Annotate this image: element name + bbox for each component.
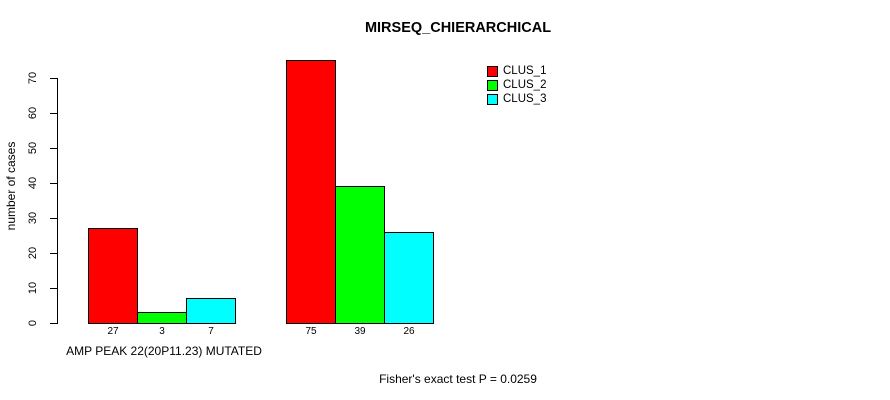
legend-item-clus_1: CLUS_1: [487, 64, 546, 78]
y-tick-label: 40: [27, 176, 39, 189]
fisher-test-annotation: Fisher's exact test P = 0.0259: [379, 372, 537, 386]
y-tick-label: 20: [27, 246, 39, 259]
y-tick-label: 0: [27, 319, 39, 326]
legend-swatch-icon: [487, 93, 498, 105]
bar-clus_1-group2: [286, 60, 336, 324]
x-axis-group-label: AMP PEAK 22(20P11.23) MUTATED: [66, 344, 262, 358]
legend-label: CLUS_2: [503, 79, 547, 91]
bar-value-label: 3: [159, 326, 165, 337]
y-tick-mark: [50, 182, 57, 184]
bar-value-label: 7: [208, 326, 214, 337]
bar-clus_2-group2: [335, 186, 385, 324]
legend-label: CLUS_1: [503, 65, 547, 77]
y-tick-mark: [50, 217, 57, 219]
y-axis-line: [57, 77, 58, 324]
legend-swatch-icon: [487, 79, 498, 91]
bar-clus_1-group1: [88, 228, 138, 324]
bar-value-label: 26: [403, 326, 415, 337]
y-tick-label: 60: [27, 106, 39, 119]
bar-value-label: 27: [107, 326, 119, 337]
y-tick-mark: [50, 252, 57, 254]
legend-item-clus_3: CLUS_3: [487, 92, 546, 106]
legend-swatch-icon: [487, 65, 498, 77]
y-tick-mark: [50, 287, 57, 289]
bar-clus_3-group2: [384, 231, 434, 324]
y-axis-label: number of cases: [4, 141, 18, 231]
bar-clus_3-group1: [186, 298, 236, 324]
legend-label: CLUS_3: [503, 93, 547, 105]
chart-title: MIRSEQ_CHIERARCHICAL: [364, 20, 552, 36]
bar-value-label: 39: [354, 326, 366, 337]
y-tick-mark: [50, 147, 57, 149]
legend: CLUS_1 CLUS_2 CLUS_3: [487, 64, 546, 106]
bar-clus_2-group1: [137, 312, 187, 324]
y-tick-label: 50: [27, 141, 39, 154]
y-tick-mark: [50, 322, 57, 324]
legend-item-clus_2: CLUS_2: [487, 78, 546, 92]
y-tick-label: 10: [27, 281, 39, 294]
y-tick-mark: [50, 77, 57, 79]
y-tick-label: 70: [27, 71, 39, 84]
y-tick-label: 30: [27, 211, 39, 224]
bar-value-label: 75: [305, 326, 317, 337]
y-tick-mark: [50, 112, 57, 114]
